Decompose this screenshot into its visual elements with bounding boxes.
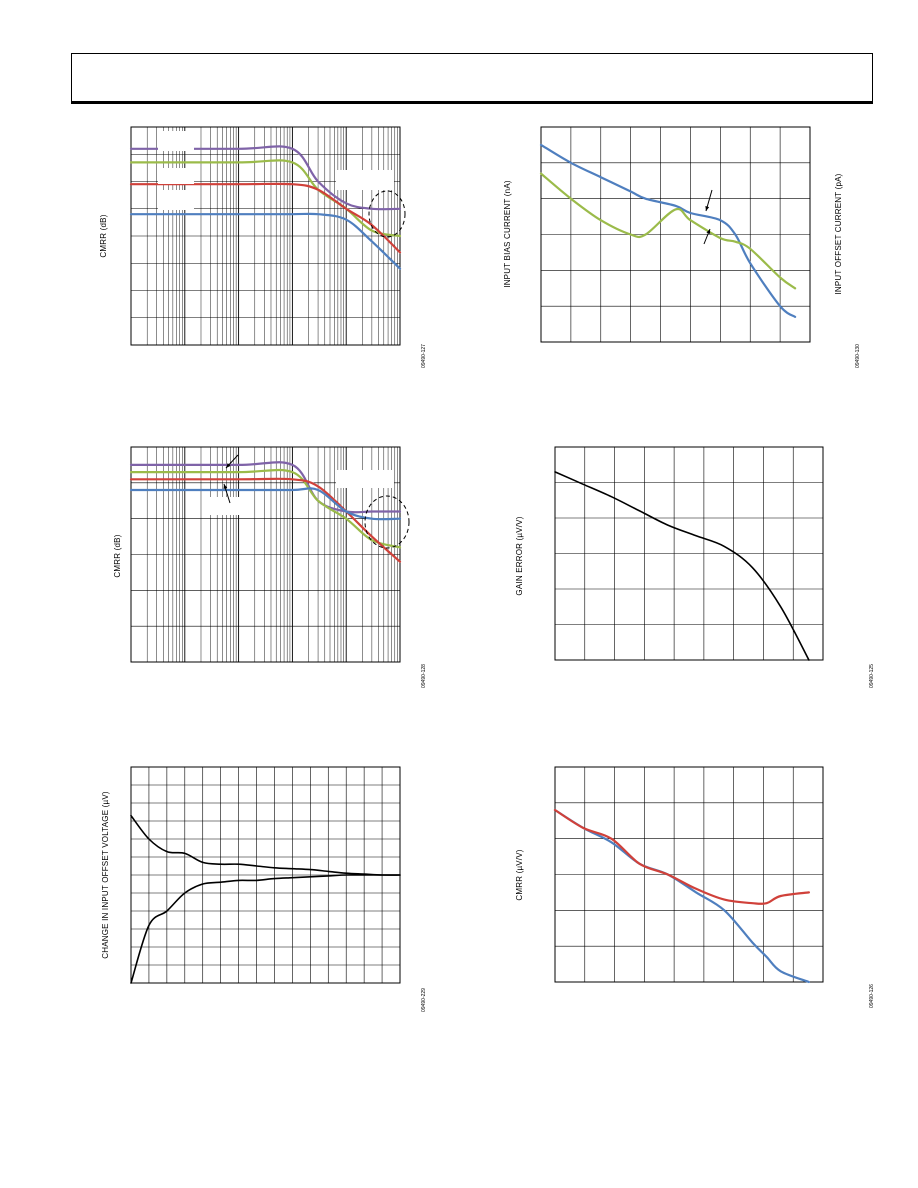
c2-figure-id: 09490-130 [855, 344, 861, 368]
series-line-blue [553, 808, 810, 984]
series-line-green [129, 468, 402, 549]
series-line-blue [539, 143, 797, 318]
c2-ylabel2: INPUT OFFSET CURRENT (pA) [834, 173, 843, 294]
c3-figure-id: 09490-128 [421, 664, 427, 688]
c6-ylabel: CMRR (µV/V) [515, 849, 524, 900]
plot-frame [554, 446, 824, 661]
series-line-purple [129, 145, 402, 211]
annotation-arrow-head [705, 206, 710, 211]
plot-frame [540, 126, 811, 343]
legend-blank [336, 470, 394, 488]
series-line-black [130, 874, 401, 984]
c2-ylabel: INPUT BIAS CURRENT (nA) [503, 180, 512, 288]
annotation-arrow-head [226, 463, 231, 468]
plot-frame [130, 446, 401, 663]
series-line-blue [129, 212, 402, 270]
header-rule [71, 101, 873, 104]
plot-frame [554, 766, 824, 983]
legend-blank [158, 168, 194, 184]
legend-blank [336, 170, 394, 190]
annotation-arrow-head [223, 484, 228, 489]
c4-figure-id: 09490-125 [869, 664, 875, 688]
c4-ylabel: GAIN ERROR (µV/V) [515, 516, 524, 595]
c5-ylabel: CHANGE IN INPUT OFFSET VOLTAGE (µV) [101, 791, 110, 959]
legend-blank [158, 131, 194, 151]
annotation-arrow-head [706, 229, 711, 234]
c3-ylabel: CMRR (dB) [113, 534, 122, 577]
highlight-ellipse [368, 190, 406, 238]
legend-blank [203, 497, 253, 515]
c5-figure-id: 09490-229 [421, 988, 427, 1012]
series-line-blue [129, 487, 402, 521]
highlight-ellipse [364, 495, 410, 549]
c1-ylabel: CMRR (dB) [99, 214, 108, 257]
series-line-black [554, 471, 810, 661]
series-line-black [130, 814, 401, 876]
series-line-green [539, 172, 797, 290]
series-line-red [553, 808, 810, 905]
c6-figure-id: 09490-126 [869, 984, 875, 1008]
series-line-red [129, 477, 402, 563]
c1-figure-id: 09490-127 [421, 344, 427, 368]
legend-blank [158, 190, 194, 210]
series-line-red [129, 182, 402, 254]
